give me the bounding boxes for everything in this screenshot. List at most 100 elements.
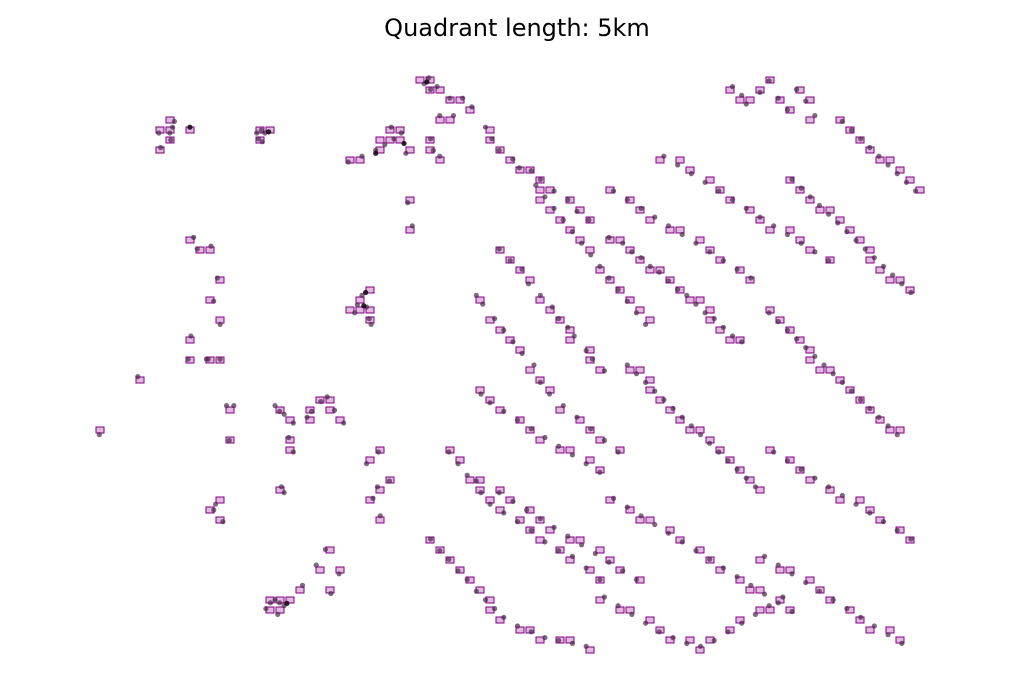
quadrant-cell	[285, 416, 295, 424]
data-point	[775, 600, 781, 606]
data-point	[501, 327, 507, 333]
data-point	[574, 414, 580, 420]
data-point	[661, 397, 667, 403]
data-point	[853, 501, 859, 507]
data-point	[771, 449, 777, 455]
data-point	[336, 571, 342, 577]
data-point	[624, 197, 630, 203]
data-point	[679, 539, 685, 545]
data-point	[464, 472, 470, 478]
data-point	[272, 403, 278, 409]
data-point	[510, 498, 516, 504]
data-point	[281, 411, 287, 417]
quadrant-cell	[415, 76, 425, 84]
data-point	[643, 620, 649, 626]
data-point	[450, 113, 457, 119]
quadrant-cell	[675, 226, 685, 234]
data-point	[359, 292, 365, 298]
data-point	[391, 136, 397, 142]
data-point	[409, 223, 415, 229]
data-point	[665, 530, 672, 536]
data-point	[473, 478, 479, 484]
data-point	[516, 165, 522, 171]
data-point	[766, 78, 772, 84]
data-point	[313, 562, 319, 568]
data-point	[556, 637, 562, 644]
data-point	[205, 356, 211, 362]
data-point	[556, 316, 562, 322]
data-point	[254, 130, 260, 136]
quadrant-cell	[585, 646, 595, 654]
quadrant-cell	[365, 456, 375, 464]
data-point	[638, 513, 644, 519]
data-point	[386, 478, 392, 484]
quadrant-cell	[575, 416, 585, 424]
data-point	[912, 188, 919, 194]
quadrant-cell	[695, 236, 705, 244]
data-point	[597, 577, 603, 583]
data-point	[278, 484, 285, 490]
data-point	[214, 275, 220, 281]
data-point	[725, 458, 731, 464]
data-point	[460, 95, 466, 101]
data-point	[525, 281, 532, 287]
data-point	[211, 507, 217, 513]
quadrant-cell	[875, 266, 885, 274]
data-point	[304, 414, 310, 420]
quadrant-cell	[695, 296, 705, 304]
data-point	[514, 519, 521, 525]
data-point	[597, 263, 603, 269]
data-point	[583, 643, 589, 649]
data-point	[217, 321, 223, 327]
data-point	[784, 327, 791, 333]
data-point	[501, 408, 507, 414]
data-point	[871, 255, 877, 261]
data-point	[693, 301, 699, 307]
data-point	[711, 316, 717, 322]
data-point	[480, 301, 486, 307]
quadrant-cell	[735, 576, 745, 584]
data-point	[496, 147, 502, 153]
quadrant-cell	[475, 296, 485, 304]
data-point	[537, 176, 543, 182]
data-point	[880, 519, 887, 525]
data-point	[780, 594, 786, 600]
quadrant-cell	[625, 366, 635, 374]
quadrant-cell	[625, 506, 635, 514]
data-point	[455, 568, 461, 574]
data-point	[217, 356, 223, 362]
data-point	[793, 86, 800, 93]
data-point	[427, 86, 434, 93]
quadrant-cell	[775, 566, 785, 574]
data-point	[478, 391, 484, 397]
data-point	[212, 501, 219, 507]
quadrant-cell	[225, 406, 235, 414]
data-point	[359, 153, 365, 159]
quadrant-cell	[895, 426, 905, 434]
data-point	[748, 275, 754, 281]
data-point	[354, 302, 360, 308]
data-point	[542, 539, 548, 545]
data-point	[633, 371, 640, 377]
data-point	[496, 246, 502, 252]
data-point	[565, 197, 571, 203]
quadrant-cell	[325, 396, 335, 404]
data-point	[734, 466, 740, 472]
quadrant-cell	[815, 366, 825, 374]
data-point	[867, 144, 873, 151]
data-point	[876, 153, 882, 159]
data-point	[290, 449, 296, 455]
data-point	[643, 379, 649, 385]
quadrant-cell	[805, 116, 815, 124]
quadrant-cell	[555, 406, 565, 414]
quadrant-cell	[335, 416, 345, 424]
data-point	[729, 84, 736, 90]
data-point	[272, 597, 278, 603]
data-point	[725, 629, 731, 635]
data-point	[560, 217, 566, 223]
data-point	[524, 507, 530, 513]
data-point	[752, 611, 759, 618]
data-point	[894, 171, 900, 177]
data-point	[707, 556, 713, 562]
